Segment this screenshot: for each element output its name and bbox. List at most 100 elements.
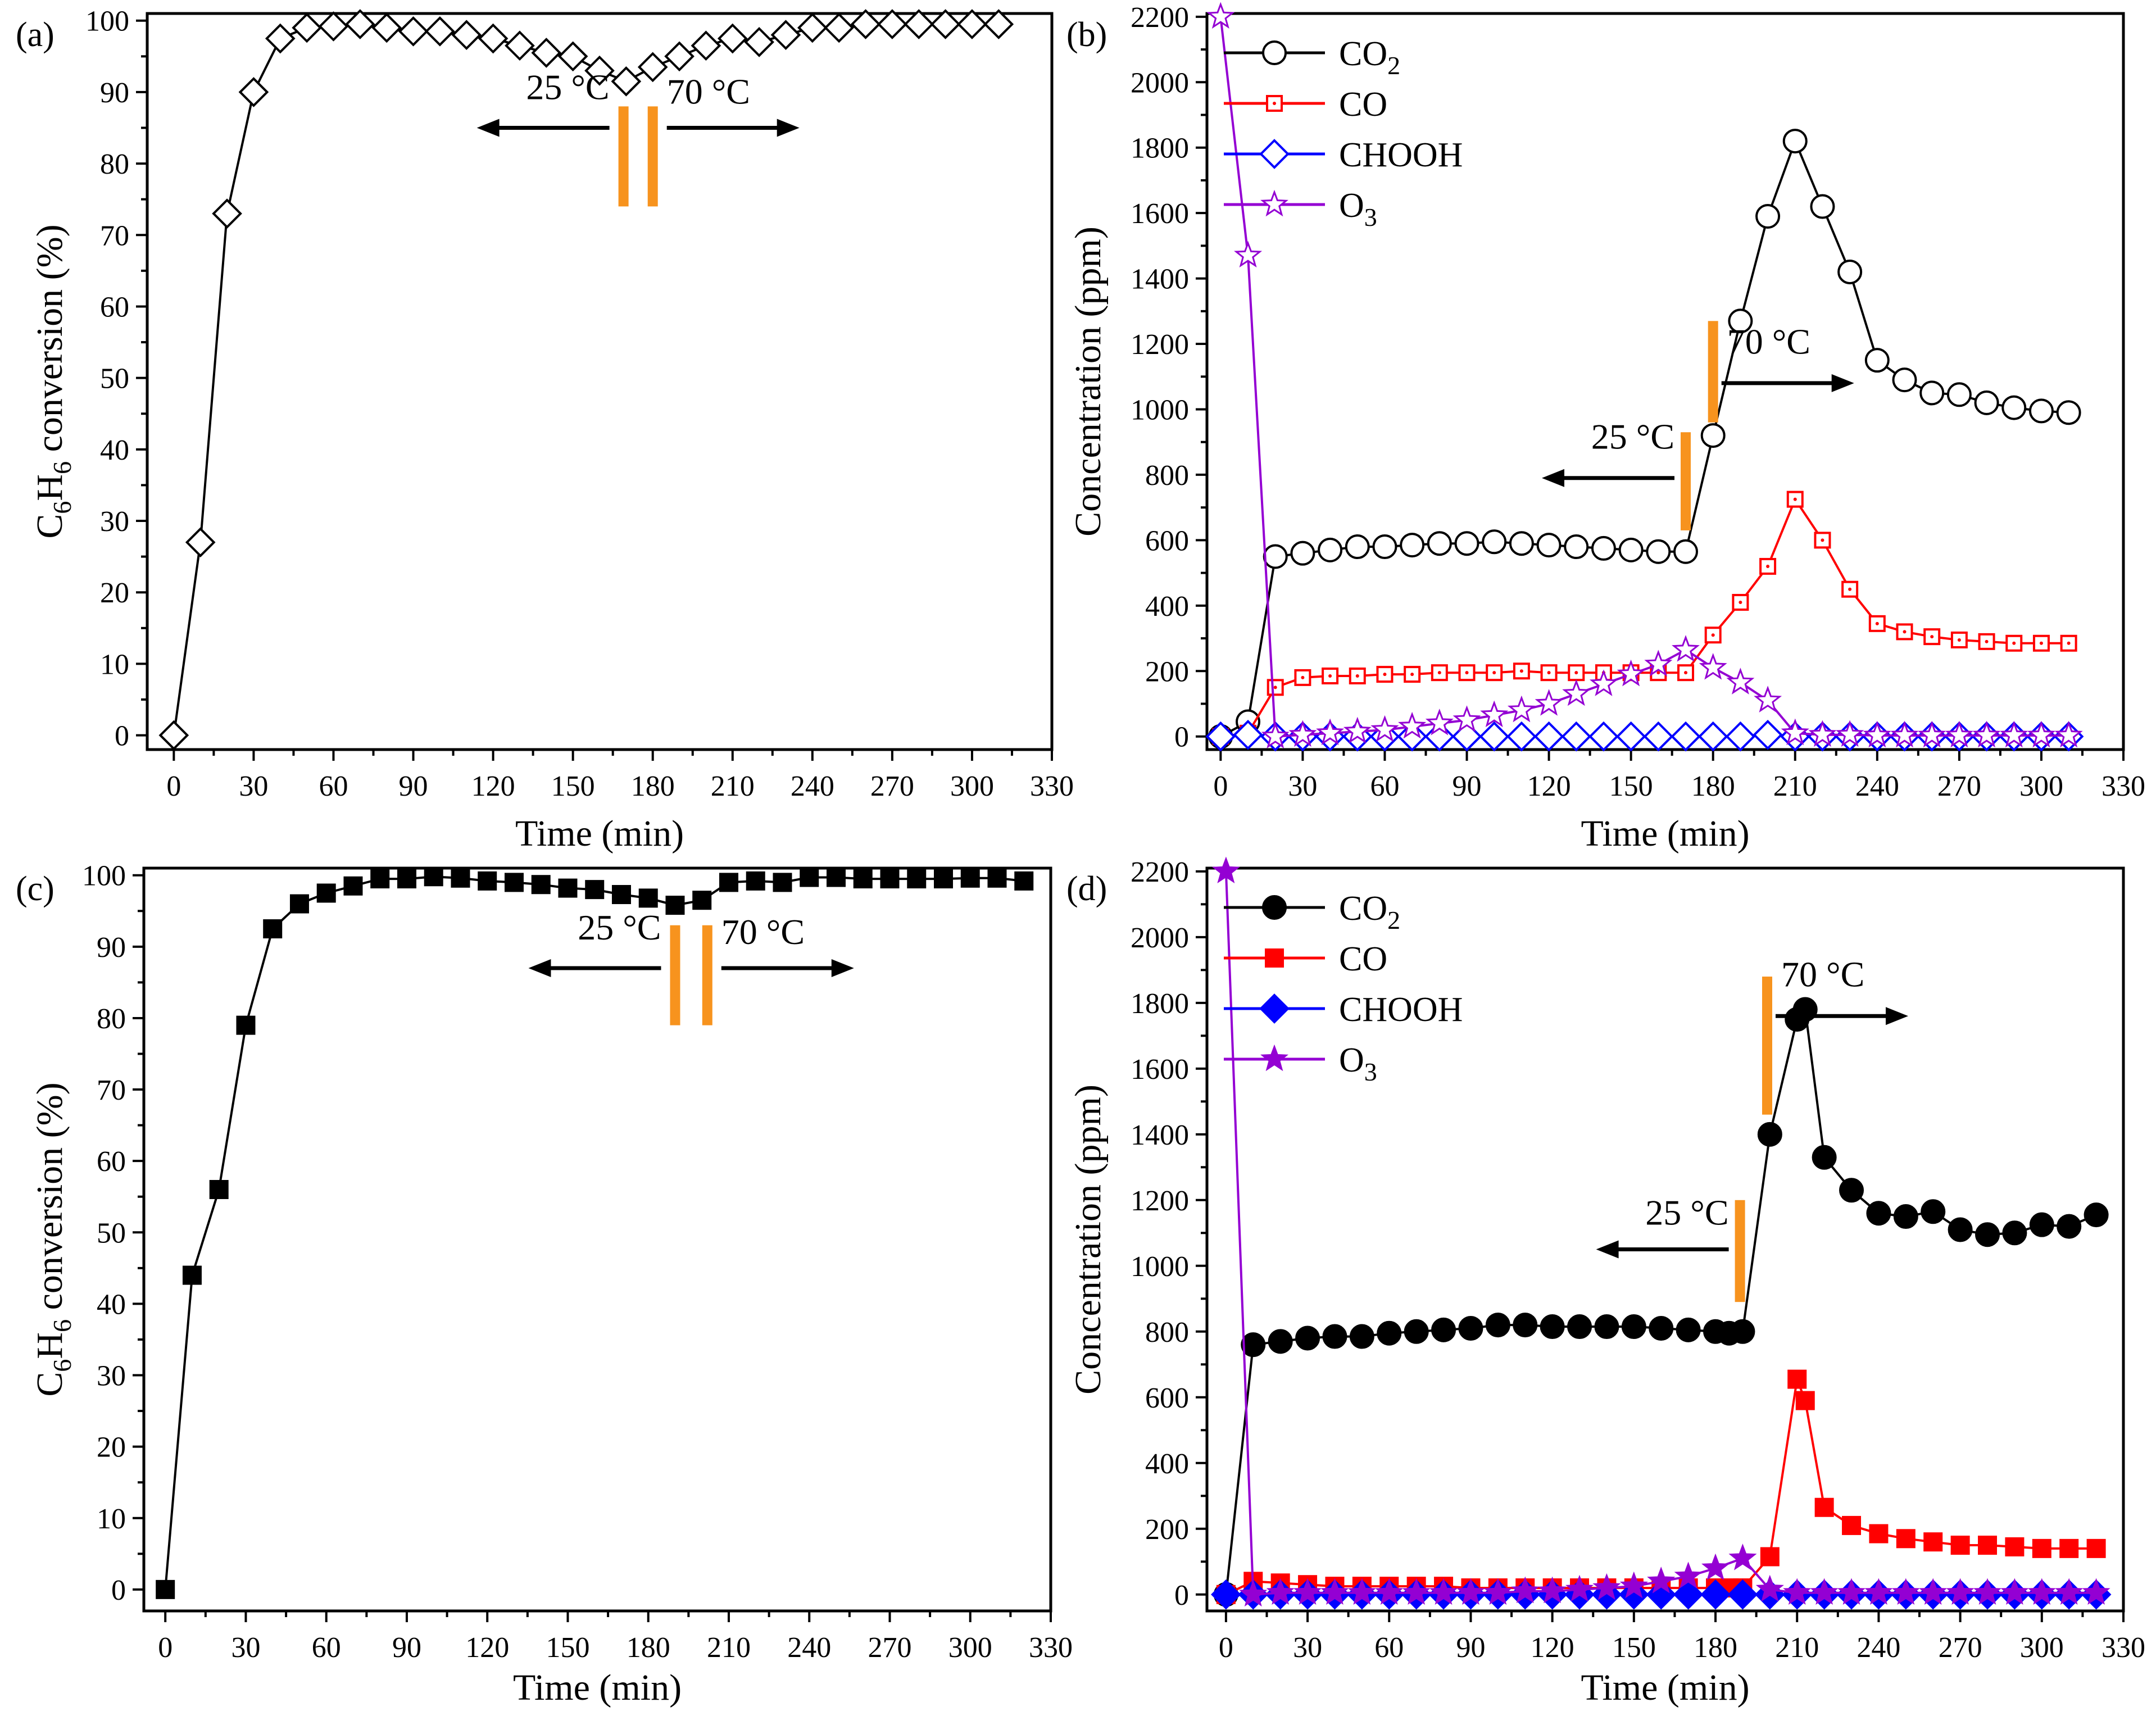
data-point	[2027, 1578, 2056, 1605]
panel-2: 0 30 60 90 120 150 180 210 240 270 300 330 0 200 400 60…	[1066, 2, 2145, 854]
data-point	[371, 12, 402, 43]
legend-label-text: O	[1339, 1041, 1364, 1079]
annotation-left-label: 25 °C	[1645, 1193, 1728, 1233]
x-tick-label: 210	[1775, 1632, 1819, 1664]
x-axis-title: Time (min)	[515, 813, 684, 854]
data-point	[2056, 400, 2081, 425]
data-point	[1431, 1317, 1456, 1342]
data-point	[343, 876, 363, 896]
x-tick-label: 0	[1219, 1632, 1233, 1664]
data-point	[238, 77, 269, 107]
x-axis-title: Time (min)	[513, 1667, 682, 1708]
data-point	[451, 868, 470, 888]
y-axis-title-subscript: 6	[48, 1359, 76, 1372]
y-tick-label: 90	[100, 77, 129, 109]
x-tick-label: 210	[711, 770, 755, 802]
series-c6h6-conversion	[158, 9, 1014, 751]
data-point	[1923, 1532, 1943, 1552]
data-point	[1507, 695, 1536, 723]
x-tick-label: 180	[627, 1632, 670, 1664]
data-point	[1540, 664, 1558, 682]
data-point-dot	[1273, 686, 1277, 689]
data-point	[877, 9, 907, 39]
data-point	[1795, 1391, 1815, 1410]
y-axis-title-subscript: 6	[48, 1319, 76, 1332]
data-point	[1950, 631, 1968, 648]
y-tick-label: 70	[97, 1074, 126, 1106]
data-point	[637, 52, 668, 83]
legend-label-text: O	[1339, 187, 1364, 225]
data-point	[2086, 1538, 2106, 1558]
data-point	[289, 894, 309, 914]
data-point	[1402, 1578, 1431, 1605]
data-point	[1343, 716, 1372, 744]
panel-label: (c)	[16, 870, 55, 908]
y-tick-label: 1400	[1131, 264, 1189, 296]
data-point	[1619, 1571, 1648, 1599]
data-point	[1836, 720, 1864, 747]
data-point	[505, 30, 535, 61]
data-point	[1864, 1578, 1893, 1605]
data-point-dot	[1328, 674, 1332, 678]
legend-label: CHOOH	[1339, 136, 1463, 174]
data-point	[1672, 635, 1700, 662]
data-point	[1869, 1524, 1889, 1544]
data-point	[1923, 628, 1941, 646]
data-point	[2055, 1578, 2084, 1605]
data-point	[1646, 1579, 1677, 1610]
data-point	[1592, 1573, 1621, 1600]
data-point	[1814, 1497, 1834, 1517]
x-tick-label: 270	[870, 770, 914, 802]
plot-frame	[1205, 12, 2125, 751]
x-axis-title: Time (min)	[1581, 1667, 1749, 1708]
data-point	[1728, 308, 1753, 334]
data-point	[478, 871, 497, 891]
data-point	[1561, 721, 1592, 752]
annotation-left-label: 25 °C	[526, 67, 609, 107]
data-point	[960, 868, 980, 888]
x-tick-label: 30	[1288, 770, 1317, 802]
y-tick-label: 100	[85, 6, 129, 38]
x-tick-label: 0	[158, 1632, 173, 1664]
legend-marker	[1262, 895, 1287, 920]
x-tick-label: 60	[319, 770, 348, 802]
data-point-dot	[1519, 669, 1523, 673]
data-point	[1674, 1561, 1703, 1588]
legend-marker	[1262, 40, 1287, 65]
x-tick-label: 240	[791, 770, 834, 802]
data-point	[1919, 1578, 1948, 1605]
data-point	[1649, 1315, 1674, 1341]
data-point	[478, 23, 509, 54]
legend-label-text: CHOOH	[1339, 991, 1463, 1029]
y-tick-label: 800	[1145, 460, 1189, 492]
data-point	[1866, 1201, 1891, 1226]
data-point	[209, 1180, 229, 1200]
data-point	[1676, 1317, 1701, 1342]
y-axis-title-part: C	[29, 514, 70, 539]
data-point	[1946, 382, 1972, 407]
legend-label-subscript: 2	[1387, 51, 1400, 80]
data-point	[1781, 718, 1809, 746]
data-point	[2027, 720, 2055, 748]
data-point	[1485, 1313, 1510, 1338]
data-point	[397, 869, 416, 889]
x-tick-label: 330	[1029, 1632, 1073, 1664]
panel-1: 0 30 60 90 120 150 180 210 240 270 300 330 0 10 20 30 40…	[16, 6, 1074, 854]
data-point	[1808, 720, 1837, 747]
data-point	[1728, 1544, 1757, 1570]
x-tick-label: 30	[239, 770, 268, 802]
data-point-dot	[1410, 673, 1414, 677]
x-tick-label: 300	[2020, 1632, 2064, 1664]
x-tick-label: 240	[1857, 1632, 1900, 1664]
data-point	[1322, 1324, 1347, 1349]
panel-3: 0 30 60 90 120 150 180 210 240 270 300 330 0 10 20 30 40…	[16, 860, 1073, 1708]
y-tick-label: 2200	[1131, 856, 1189, 888]
data-point	[558, 878, 578, 898]
series-line	[1220, 497, 2069, 738]
data-point	[1511, 1576, 1540, 1604]
data-point	[1619, 1579, 1649, 1610]
data-point	[1397, 721, 1427, 752]
y-tick-label: 2000	[1131, 67, 1189, 99]
data-point	[1863, 720, 1891, 748]
